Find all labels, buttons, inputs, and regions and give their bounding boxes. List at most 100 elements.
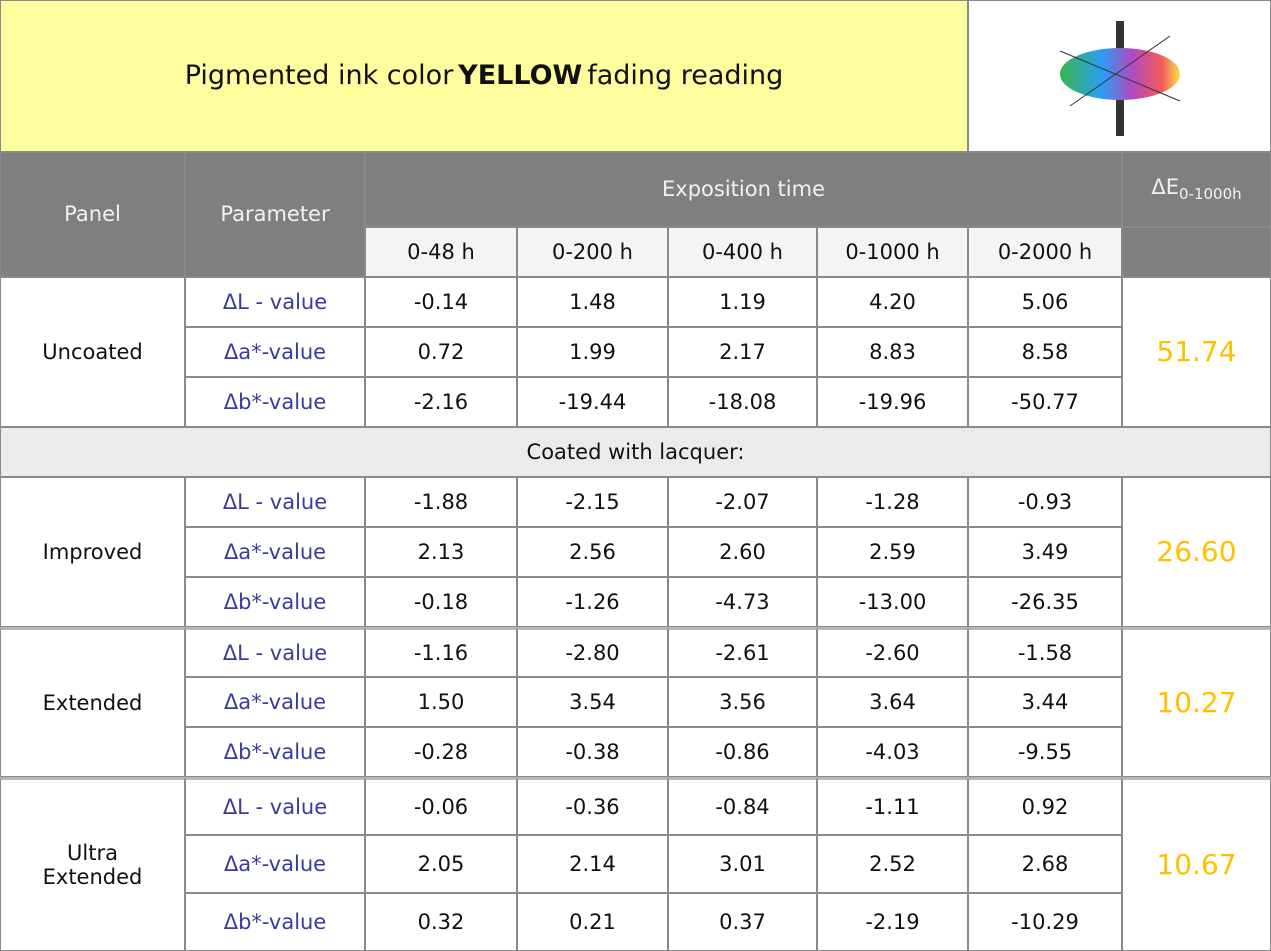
value-cell: -1.16 bbox=[365, 627, 517, 677]
value-cell: 3.54 bbox=[517, 677, 668, 727]
value-cell: -1.26 bbox=[517, 577, 668, 627]
value-cell: 4.20 bbox=[817, 277, 968, 327]
page: Pigmented ink colorYELLOWfading reading … bbox=[0, 0, 1271, 951]
panel-name: Extended bbox=[43, 865, 143, 889]
value-cell: -1.11 bbox=[817, 777, 968, 835]
value-cell: -9.55 bbox=[968, 727, 1122, 777]
value-cell: 3.49 bbox=[968, 527, 1122, 577]
panel-name: Extended bbox=[43, 691, 143, 715]
parameter-cell: ΔL - value bbox=[185, 777, 365, 835]
time-header: 0-48 h bbox=[365, 227, 517, 277]
value-cell: -1.88 bbox=[365, 477, 517, 527]
time-header: 0-400 h bbox=[668, 227, 817, 277]
value-cell: 2.68 bbox=[968, 835, 1122, 893]
value-cell: 0.32 bbox=[365, 893, 517, 951]
delta-e-cell: 10.67 bbox=[1122, 777, 1271, 951]
value-cell: 2.13 bbox=[365, 527, 517, 577]
value-cell: 8.58 bbox=[968, 327, 1122, 377]
panel-cell: Uncoated bbox=[0, 277, 185, 427]
value-cell: -4.03 bbox=[817, 727, 968, 777]
value-cell: -0.84 bbox=[668, 777, 817, 835]
value-cell: -0.38 bbox=[517, 727, 668, 777]
delta-e-cell: 26.60 bbox=[1122, 477, 1271, 627]
value-cell: 2.59 bbox=[817, 527, 968, 577]
value-cell: -2.80 bbox=[517, 627, 668, 677]
time-header: 0-1000 h bbox=[817, 227, 968, 277]
value-cell: -2.61 bbox=[668, 627, 817, 677]
value-cell: 3.44 bbox=[968, 677, 1122, 727]
parameter-cell: Δb*-value bbox=[185, 577, 365, 627]
parameter-cell: Δb*-value bbox=[185, 893, 365, 951]
value-cell: 0.72 bbox=[365, 327, 517, 377]
value-cell: 2.05 bbox=[365, 835, 517, 893]
value-cell: 3.64 bbox=[817, 677, 968, 727]
value-cell: 1.50 bbox=[365, 677, 517, 727]
parameter-cell: Δb*-value bbox=[185, 377, 365, 427]
panel-header: Panel bbox=[0, 152, 185, 277]
title-highlight: YELLOW bbox=[458, 60, 582, 91]
value-cell: 5.06 bbox=[968, 277, 1122, 327]
value-cell: 2.60 bbox=[668, 527, 817, 577]
parameter-cell: ΔL - value bbox=[185, 277, 365, 327]
parameter-cell: ΔL - value bbox=[185, 477, 365, 527]
value-cell: -0.28 bbox=[365, 727, 517, 777]
value-cell: -1.58 bbox=[968, 627, 1122, 677]
value-cell: 8.83 bbox=[817, 327, 968, 377]
value-cell: 3.01 bbox=[668, 835, 817, 893]
value-cell: 3.56 bbox=[668, 677, 817, 727]
parameter-cell: Δa*-value bbox=[185, 527, 365, 577]
value-cell: -0.86 bbox=[668, 727, 817, 777]
value-cell: -2.07 bbox=[668, 477, 817, 527]
parameter-cell: Δb*-value bbox=[185, 727, 365, 777]
value-cell: -13.00 bbox=[817, 577, 968, 627]
value-cell: -0.14 bbox=[365, 277, 517, 327]
value-cell: 0.21 bbox=[517, 893, 668, 951]
panel-name: Uncoated bbox=[42, 340, 142, 364]
delta-e-label: ΔE0-1000h bbox=[1151, 175, 1241, 203]
delta-e-subscript: 0-1000h bbox=[1179, 185, 1242, 203]
value-cell: 2.56 bbox=[517, 527, 668, 577]
value-cell: -2.15 bbox=[517, 477, 668, 527]
value-cell: -18.08 bbox=[668, 377, 817, 427]
time-header: 0-200 h bbox=[517, 227, 668, 277]
value-cell: 2.52 bbox=[817, 835, 968, 893]
value-cell: -2.16 bbox=[365, 377, 517, 427]
value-cell: -0.36 bbox=[517, 777, 668, 835]
panel-name: Ultra bbox=[67, 841, 118, 865]
value-cell: 0.92 bbox=[968, 777, 1122, 835]
parameter-cell: Δa*-value bbox=[185, 327, 365, 377]
value-cell: -2.19 bbox=[817, 893, 968, 951]
delta-e-cell: 10.27 bbox=[1122, 627, 1271, 777]
value-cell: -2.60 bbox=[817, 627, 968, 677]
value-cell: -0.06 bbox=[365, 777, 517, 835]
parameter-cell: Δa*-value bbox=[185, 677, 365, 727]
color-space-image bbox=[968, 0, 1271, 152]
value-cell: -19.96 bbox=[817, 377, 968, 427]
value-cell: 1.48 bbox=[517, 277, 668, 327]
color-sphere bbox=[1045, 6, 1195, 146]
delta-e-header: ΔE0-1000h bbox=[1122, 152, 1271, 227]
parameter-cell: ΔL - value bbox=[185, 627, 365, 677]
section-label: Coated with lacquer: bbox=[0, 427, 1271, 477]
panel-name: Improved bbox=[43, 540, 143, 564]
value-cell: 0.37 bbox=[668, 893, 817, 951]
panel-cell: Extended bbox=[0, 627, 185, 777]
value-cell: 2.17 bbox=[668, 327, 817, 377]
value-cell: -50.77 bbox=[968, 377, 1122, 427]
value-cell: -0.18 bbox=[365, 577, 517, 627]
value-cell: -10.29 bbox=[968, 893, 1122, 951]
value-cell: -1.28 bbox=[817, 477, 968, 527]
value-cell: -26.35 bbox=[968, 577, 1122, 627]
time-header: 0-2000 h bbox=[968, 227, 1122, 277]
exposition-header: Exposition time bbox=[365, 152, 1122, 227]
delta-e-header-blank bbox=[1122, 227, 1271, 277]
delta-e-cell: 51.74 bbox=[1122, 277, 1271, 427]
delta-e-symbol: ΔE bbox=[1151, 175, 1179, 199]
value-cell: -19.44 bbox=[517, 377, 668, 427]
value-cell: 1.99 bbox=[517, 327, 668, 377]
panel-cell: Improved bbox=[0, 477, 185, 627]
value-cell: -4.73 bbox=[668, 577, 817, 627]
value-cell: 2.14 bbox=[517, 835, 668, 893]
